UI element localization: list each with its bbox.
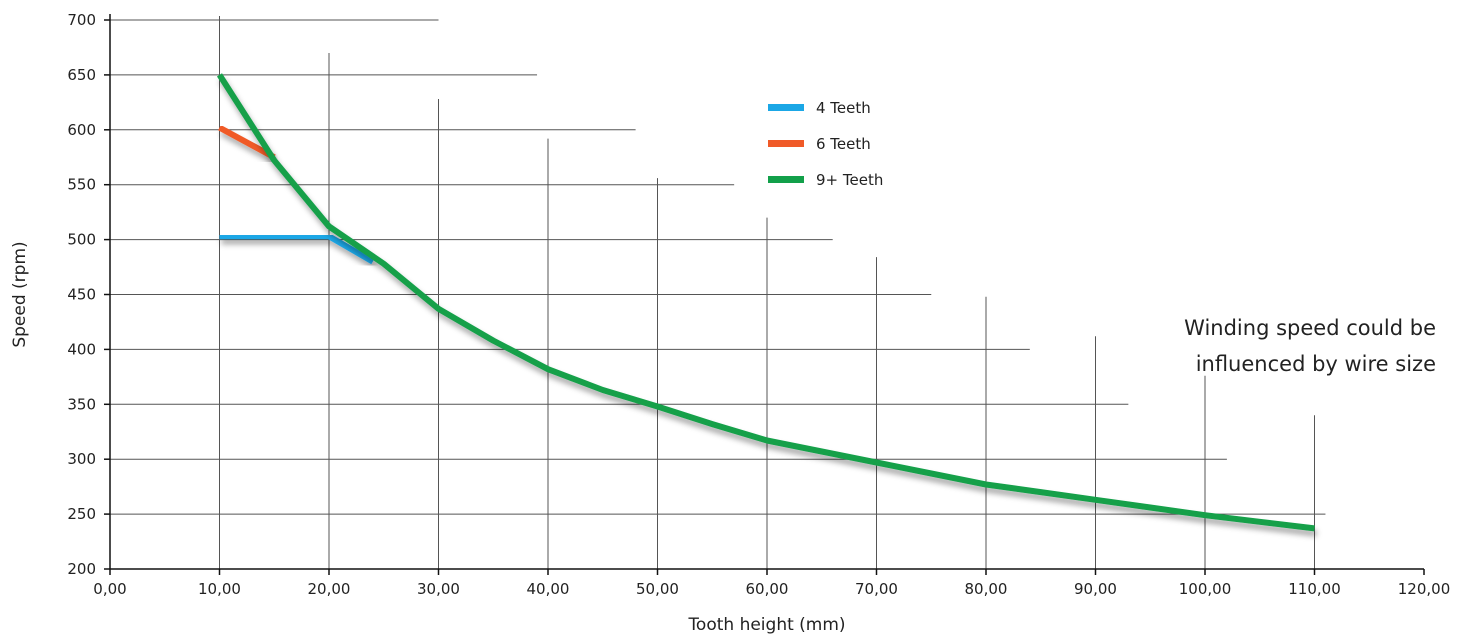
x-tick-label-90: 90,00	[1074, 580, 1117, 598]
y-tick-label-700: 700	[67, 11, 96, 29]
legend-label-1: 6 Teeth	[816, 135, 871, 153]
y-tick-label-550: 550	[67, 176, 96, 194]
y-tick-label-300: 300	[67, 450, 96, 468]
y-tick-label-250: 250	[67, 505, 96, 523]
x-tick-label-0: 0,00	[93, 580, 126, 598]
x-tick-label-20: 20,00	[308, 580, 351, 598]
legend-label-2: 9+ Teeth	[816, 171, 883, 189]
y-tick-label-600: 600	[67, 121, 96, 139]
grid	[110, 16, 1325, 569]
x-tick-label-80: 80,00	[965, 580, 1008, 598]
tick-labels: 0,00 10,00 20,00 30,00 40,00 50,00 60,00 70,00 8…	[67, 11, 1450, 598]
y-tick-label-450: 450	[67, 286, 96, 304]
legend-label-0: 4 Teeth	[816, 99, 871, 117]
annotation-line-2: influenced by wire size	[1196, 352, 1436, 376]
y-tick-label-350: 350	[67, 395, 96, 413]
x-tick-label-30: 30,00	[417, 580, 460, 598]
x-tick-label-120: 120,00	[1398, 580, 1451, 598]
legend: 4 Teeth 6 Teeth 9+ Teeth	[768, 99, 883, 189]
x-tick-label-70: 70,00	[855, 580, 898, 598]
legend-swatch-2	[768, 176, 804, 183]
x-axis-label: Tooth height (mm)	[687, 615, 845, 635]
legend-swatch-1	[768, 140, 804, 147]
y-tick-label-650: 650	[67, 66, 96, 84]
x-tick-label-100: 100,00	[1179, 580, 1232, 598]
x-tick-label-40: 40,00	[527, 580, 570, 598]
x-tick-label-10: 10,00	[198, 580, 241, 598]
x-tick-label-110: 110,00	[1288, 580, 1341, 598]
legend-swatch-0	[768, 104, 804, 111]
y-axis-label: Speed (rpm)	[10, 241, 30, 347]
y-tick-label-200: 200	[67, 560, 96, 578]
annotation-line-1: Winding speed could be	[1184, 316, 1436, 340]
y-tick-label-500: 500	[67, 231, 96, 249]
x-tick-label-60: 60,00	[746, 580, 789, 598]
x-tick-label-50: 50,00	[636, 580, 679, 598]
y-tick-label-400: 400	[67, 340, 96, 358]
